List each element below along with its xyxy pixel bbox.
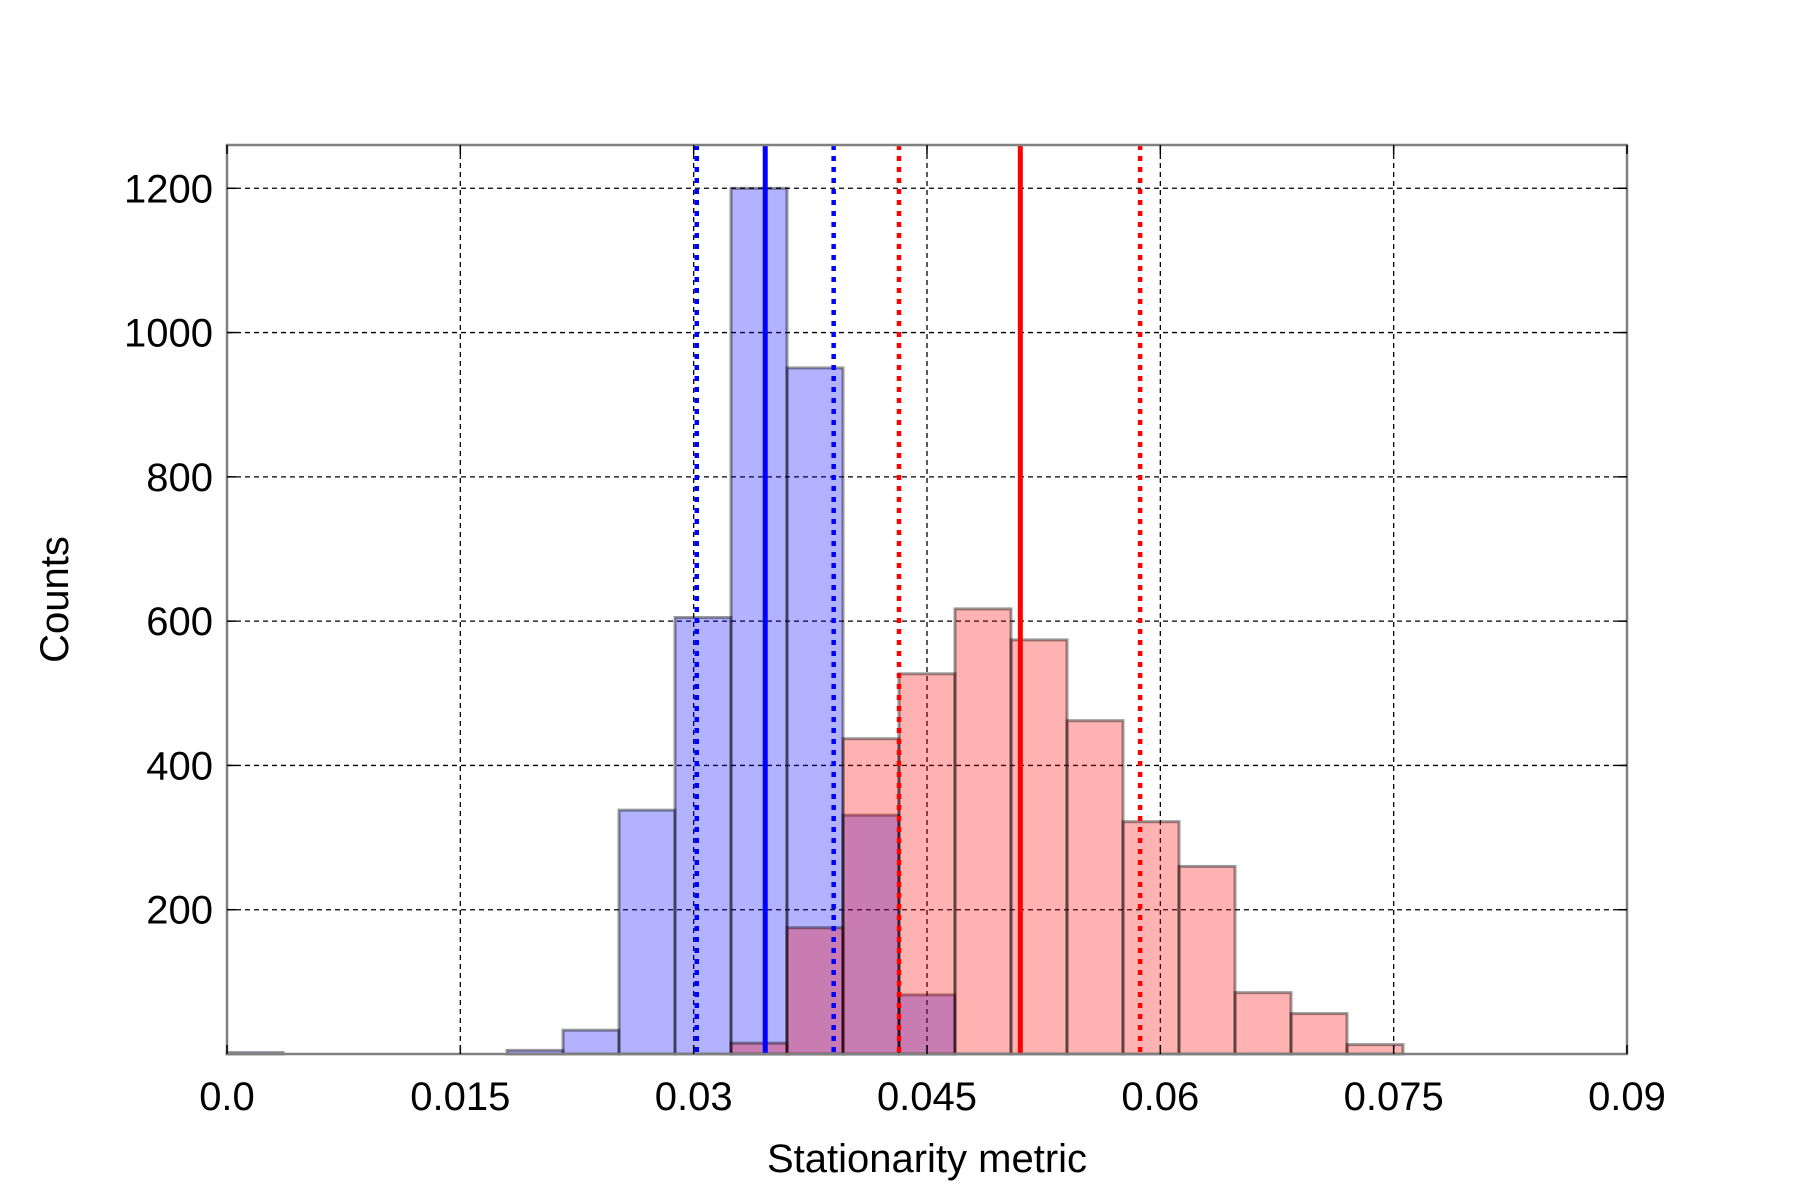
y-tick-label: 1200 — [124, 167, 213, 211]
histogram-bar — [617, 808, 677, 1056]
histogram-bar — [841, 813, 901, 1056]
x-tick-label: 0.075 — [1344, 1075, 1444, 1119]
histogram-bars — [225, 186, 1405, 1056]
y-tick-label: 1000 — [124, 312, 213, 356]
x-tick-label: 0.09 — [1588, 1075, 1666, 1119]
y-axis-label: Counts — [33, 536, 77, 663]
histogram-bar — [1177, 864, 1237, 1056]
grid-lines — [227, 145, 1627, 1054]
x-tick-label: 0.06 — [1121, 1075, 1199, 1119]
x-axis-label: Stationarity metric — [767, 1137, 1087, 1181]
histogram-bar — [953, 607, 1013, 1056]
y-tick-label: 600 — [146, 600, 213, 644]
y-tick-label: 400 — [146, 744, 213, 788]
histogram-bar — [729, 1041, 789, 1056]
x-tick-label: 0.015 — [410, 1075, 510, 1119]
axis-ticks: 0.0 0.015 0.03 0.045 0.06 0.075 0.09 200 400 600 8… — [124, 145, 1666, 1119]
x-tick-label: 0.0 — [199, 1075, 255, 1119]
statistic-lines — [694, 145, 1143, 1054]
histogram-bar — [729, 186, 789, 1056]
histogram-bar — [673, 616, 733, 1056]
y-tick-label: 200 — [146, 889, 213, 933]
histogram-bar — [1065, 719, 1125, 1056]
histogram-bar — [897, 672, 957, 1056]
histogram-bar — [1121, 820, 1181, 1056]
histogram-bar — [897, 993, 957, 1056]
y-tick-label: 800 — [146, 456, 213, 500]
histogram-bar — [1233, 991, 1293, 1056]
histogram-bar — [561, 1028, 621, 1056]
histogram-bar — [785, 926, 845, 1056]
x-tick-label: 0.045 — [877, 1075, 977, 1119]
histogram-bar — [1345, 1043, 1405, 1056]
histogram-bar — [841, 737, 901, 1056]
x-tick-label: 0.03 — [655, 1075, 733, 1119]
histogram-bar — [1289, 1012, 1349, 1056]
